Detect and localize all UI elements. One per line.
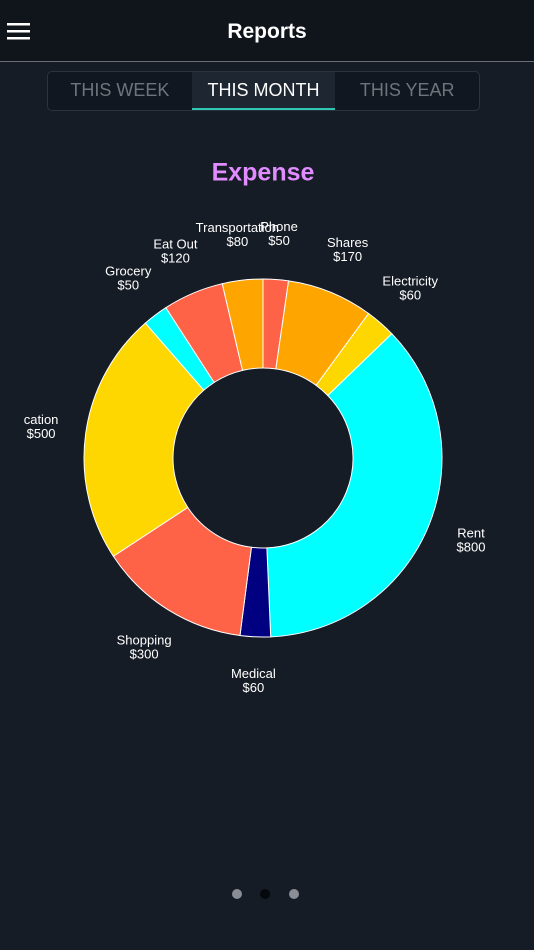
slice-value-label: $170 [333,249,362,264]
page-dot[interactable] [232,889,242,899]
slice-value-label: $300 [130,646,159,661]
page-dot[interactable] [260,889,270,899]
slice-label: Transportation [196,220,279,235]
slice-label: Grocery [105,264,152,279]
tab-bar: THIS WEEK THIS MONTH THIS YEAR [47,71,480,111]
donut-slice [221,278,264,371]
slice-value-label: $500 [27,426,56,441]
slice-value-label: $120 [161,250,190,265]
header: Reports [0,0,534,62]
slice-label: Shopping [117,632,172,647]
page-dot[interactable] [289,889,299,899]
slice-value-label: $60 [399,288,421,303]
donut-slice [266,333,443,638]
tab[interactable]: THIS WEEK [70,80,170,100]
slice-value-label: $50 [268,233,290,248]
slice-label: Rent [457,526,485,541]
slice-label: Shares [327,235,369,250]
tab[interactable]: THIS MONTH [191,72,336,110]
slice-value-label: $800 [457,540,486,555]
slice-label: Phone [260,219,298,234]
slice-label: Eat Out [153,236,197,251]
slice-value-label: $60 [243,680,265,695]
tab[interactable]: THIS YEAR [359,80,455,100]
slice-label: Electricity [382,274,438,289]
menu-icon[interactable] [7,23,33,43]
header-title: Reports [227,20,307,43]
slice-label: cation [24,412,59,427]
chart: Expense Phone$50 Shares$170Electricity$60… [24,159,486,899]
donut-slice [83,322,205,557]
slice-label: Medical [231,666,276,681]
slice-value-label: $80 [226,234,248,249]
chart-title: Expense [212,159,315,187]
slice-value-label: $50 [117,278,139,293]
